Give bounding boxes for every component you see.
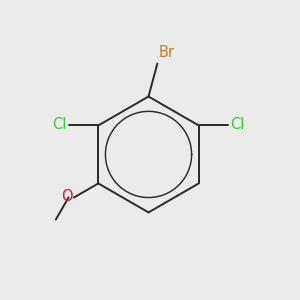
Text: O: O [61,190,73,205]
Text: Cl: Cl [52,117,67,132]
Text: Cl: Cl [230,117,244,132]
Text: Br: Br [158,45,175,60]
